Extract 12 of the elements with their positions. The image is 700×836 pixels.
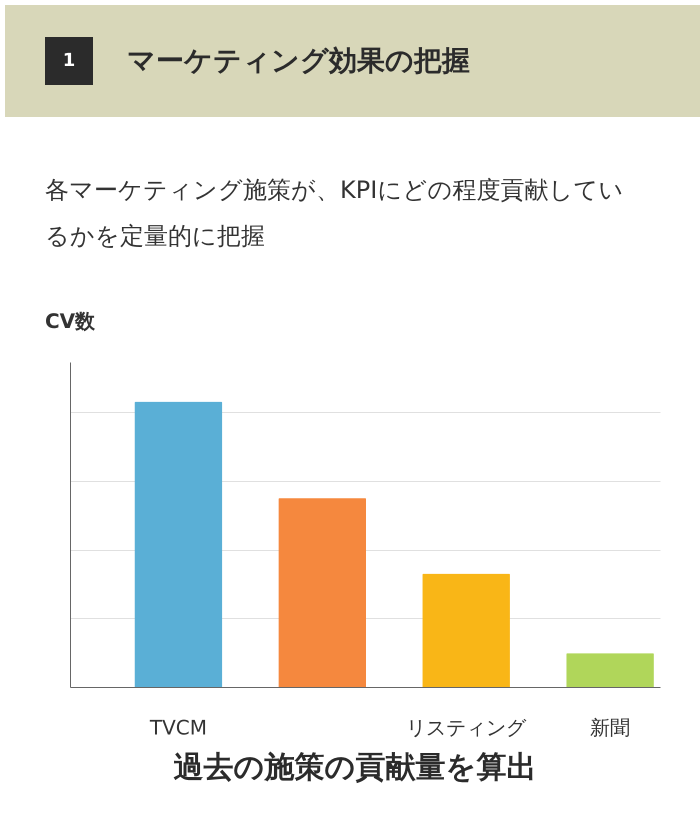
- x-tick-label: TVCM: [148, 716, 207, 740]
- y-axis-title: CV数: [44, 308, 96, 335]
- bar: [566, 653, 654, 688]
- text: 過去の施策の貢献量を算出: [172, 749, 538, 787]
- bar: [134, 402, 222, 688]
- bar: [422, 574, 510, 688]
- x-tick-label: 新聞: [590, 716, 630, 740]
- bar: [278, 498, 366, 688]
- chart-subtitle: 各マーケティング施策が、KPIにどの程度貢献しているかを定量的に把握: [44, 175, 624, 252]
- chart-title: マーケティング効果の把握: [127, 43, 470, 79]
- text: 1: [45, 37, 93, 85]
- x-tick-label: リスティング: [406, 716, 528, 740]
